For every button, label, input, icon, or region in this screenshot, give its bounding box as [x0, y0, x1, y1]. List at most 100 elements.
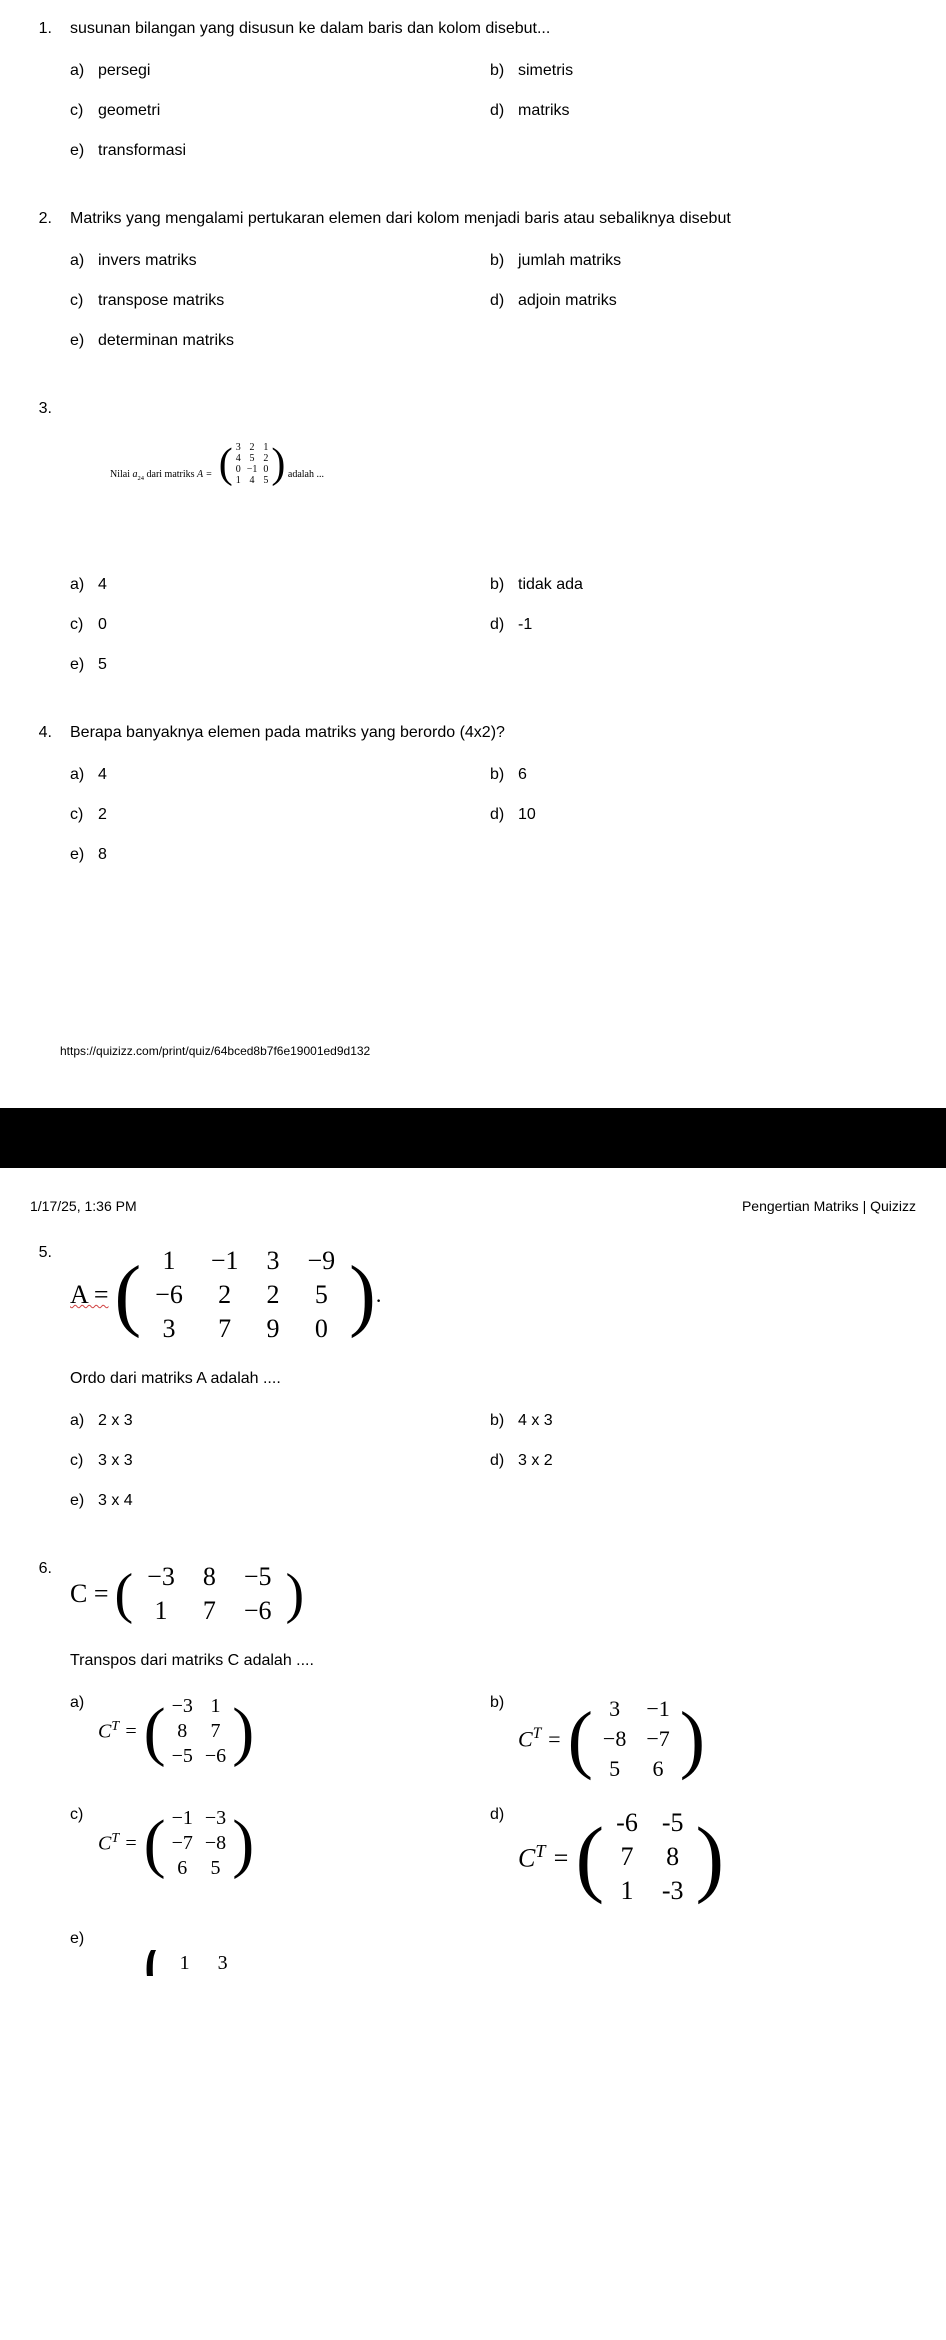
stem-A: A = [197, 469, 212, 480]
matrix-cell: 1 [141, 1244, 197, 1278]
option-matrix-partial: CT = ( 1 3 [98, 1950, 490, 1976]
matrix-cell: −6 [141, 1278, 197, 1312]
option-text: jumlah matriks [518, 252, 916, 270]
option-a[interactable]: a) persegi [70, 62, 490, 80]
option-text: geometri [98, 102, 490, 120]
option-matrix: CT = ( 3 −1 −8 −7 5 6 ) [518, 1694, 916, 1784]
option-label: b) [490, 766, 518, 784]
left-paren: ( [568, 1701, 593, 1777]
option-a[interactable]: a) 2 x 3 [70, 1412, 490, 1430]
option-label: a) [70, 766, 98, 784]
matrix-grid: −3 1 8 7 −5 −6 [166, 1694, 233, 1769]
option-a[interactable]: a) invers matriks [70, 252, 490, 270]
matrix-cell: −1 [636, 1694, 679, 1724]
matrix-grid: 3 2 1 4 5 2 0 −1 0 1 4 5 [233, 442, 272, 486]
option-a[interactable]: a) 4 [70, 576, 490, 594]
question-stem: A = ( 1 −1 3 −9 −6 2 2 5 3 7 [70, 1244, 916, 1346]
option-b[interactable]: b) simetris [490, 62, 916, 80]
option-text: 4 [98, 766, 490, 784]
option-text: 8 [98, 846, 490, 864]
option-e[interactable]: e) CT = ( 1 3 [70, 1930, 490, 1976]
option-d[interactable]: d) adjoin matriks [490, 292, 916, 310]
option-label: a) [70, 1694, 98, 1769]
option-label: a) [70, 252, 98, 270]
matrix-cell: −1 [166, 1806, 199, 1831]
option-c[interactable]: c) geometri [70, 102, 490, 120]
right-paren: ) [232, 1811, 254, 1877]
option-c[interactable]: c) 0 [70, 616, 490, 634]
option-d[interactable]: d) -1 [490, 616, 916, 634]
matrix-cell: 6 [166, 1856, 199, 1881]
option-text: tidak ada [518, 576, 916, 594]
option-a[interactable]: a) CT = ( −3 1 8 7 −5 −6 [70, 1694, 490, 1769]
option-label: c) [70, 806, 98, 824]
option-c[interactable]: c) transpose matriks [70, 292, 490, 310]
option-e[interactable]: e) determinan matriks [70, 332, 490, 350]
page-2: 5. A = ( 1 −1 3 −9 −6 2 2 [0, 1244, 946, 2046]
option-label: a) [70, 1412, 98, 1430]
stem-prefix: Nilai [110, 469, 133, 480]
matrix-cell: 7 [199, 1719, 232, 1744]
question-number: 4. [30, 724, 70, 742]
option-text: 10 [518, 806, 916, 824]
option-d[interactable]: d) 10 [490, 806, 916, 824]
option-b[interactable]: b) tidak ada [490, 576, 916, 594]
option-b[interactable]: b) CT = ( 3 −1 −8 −7 5 6 [490, 1694, 916, 1784]
q3-stem-matrix: Nilai a24 dari matriks A = ( 3 2 1 4 5 2… [110, 442, 916, 486]
option-label: b) [490, 62, 518, 80]
option-e[interactable]: e) transformasi [70, 142, 490, 160]
option-text: transpose matriks [98, 292, 490, 310]
option-c[interactable]: c) 3 x 3 [70, 1452, 490, 1470]
option-label: e) [70, 332, 98, 350]
option-text: simetris [518, 62, 916, 80]
page-break [0, 1108, 946, 1168]
option-b[interactable]: b) 6 [490, 766, 916, 784]
option-c[interactable]: c) 2 [70, 806, 490, 824]
question-header: 4. Berapa banyaknya elemen pada matriks … [30, 724, 916, 742]
matrix-cell: -3 [650, 1874, 696, 1908]
header-date: 1/17/25, 1:36 PM [30, 1198, 137, 1214]
matrix-cell: 5 [593, 1754, 636, 1784]
matrix-grid: -6 -5 7 8 1 -3 [604, 1806, 695, 1908]
right-paren: ) [232, 1699, 254, 1765]
options: a) 4 b) 6 c) 2 d) 10 [70, 766, 916, 864]
option-e[interactable]: e) 5 [70, 656, 490, 674]
option-a[interactable]: a) 4 [70, 766, 490, 784]
matrix-cell: −3 [166, 1694, 199, 1719]
matrix-cell: 0 [233, 464, 244, 475]
question-number: 1. [30, 20, 70, 38]
option-b[interactable]: b) 4 x 3 [490, 1412, 916, 1430]
option-d[interactable]: d) matriks [490, 102, 916, 120]
matrix-cell: 8 [650, 1840, 696, 1874]
stem-sub: 24 [138, 475, 145, 482]
option-d[interactable]: d) 3 x 2 [490, 1452, 916, 1470]
matrix-cell: 1 [260, 442, 271, 453]
option-c[interactable]: c) CT = ( −1 −3 −7 −8 6 5 [70, 1806, 490, 1881]
matrix-grid: 1 −1 3 −9 −6 2 2 5 3 7 9 0 [141, 1244, 349, 1346]
option-text: 0 [98, 616, 490, 634]
option-e[interactable]: e) 8 [70, 846, 490, 864]
matrix-inline: ( 3 2 1 4 5 2 0 −1 0 1 4 5 ) [219, 442, 286, 486]
left-paren: ( [115, 1566, 134, 1622]
option-label: c) [70, 616, 98, 634]
matrix-cell: 1 [604, 1874, 650, 1908]
option-b[interactable]: b) jumlah matriks [490, 252, 916, 270]
option-e[interactable]: e) 3 x 4 [70, 1492, 490, 1510]
option-matrix: CT = ( -6 -5 7 8 1 -3 ) [518, 1806, 916, 1908]
right-paren: ) [680, 1701, 705, 1777]
option-label: c) [70, 1452, 98, 1470]
question-4: 4. Berapa banyaknya elemen pada matriks … [30, 724, 916, 864]
option-text: 5 [98, 656, 490, 674]
option-text: persegi [98, 62, 490, 80]
matrix-cell: 3 [204, 1950, 242, 1976]
option-row: a) 4 b) 6 [70, 766, 916, 784]
option-label: a) [70, 62, 98, 80]
matrix-cell: 5 [294, 1278, 350, 1312]
option-d[interactable]: d) CT = ( -6 -5 7 8 1 -3 [490, 1806, 916, 1908]
matrix-cell: 4 [233, 453, 244, 464]
option-row: c) transpose matriks d) adjoin matriks [70, 292, 916, 310]
question-3: 3. Nilai a24 dari matriks A = ( 3 2 1 4 … [30, 400, 916, 674]
question-number: 3. [30, 400, 70, 418]
option-text: transformasi [98, 142, 490, 160]
matrix-cell: −3 [133, 1560, 189, 1594]
